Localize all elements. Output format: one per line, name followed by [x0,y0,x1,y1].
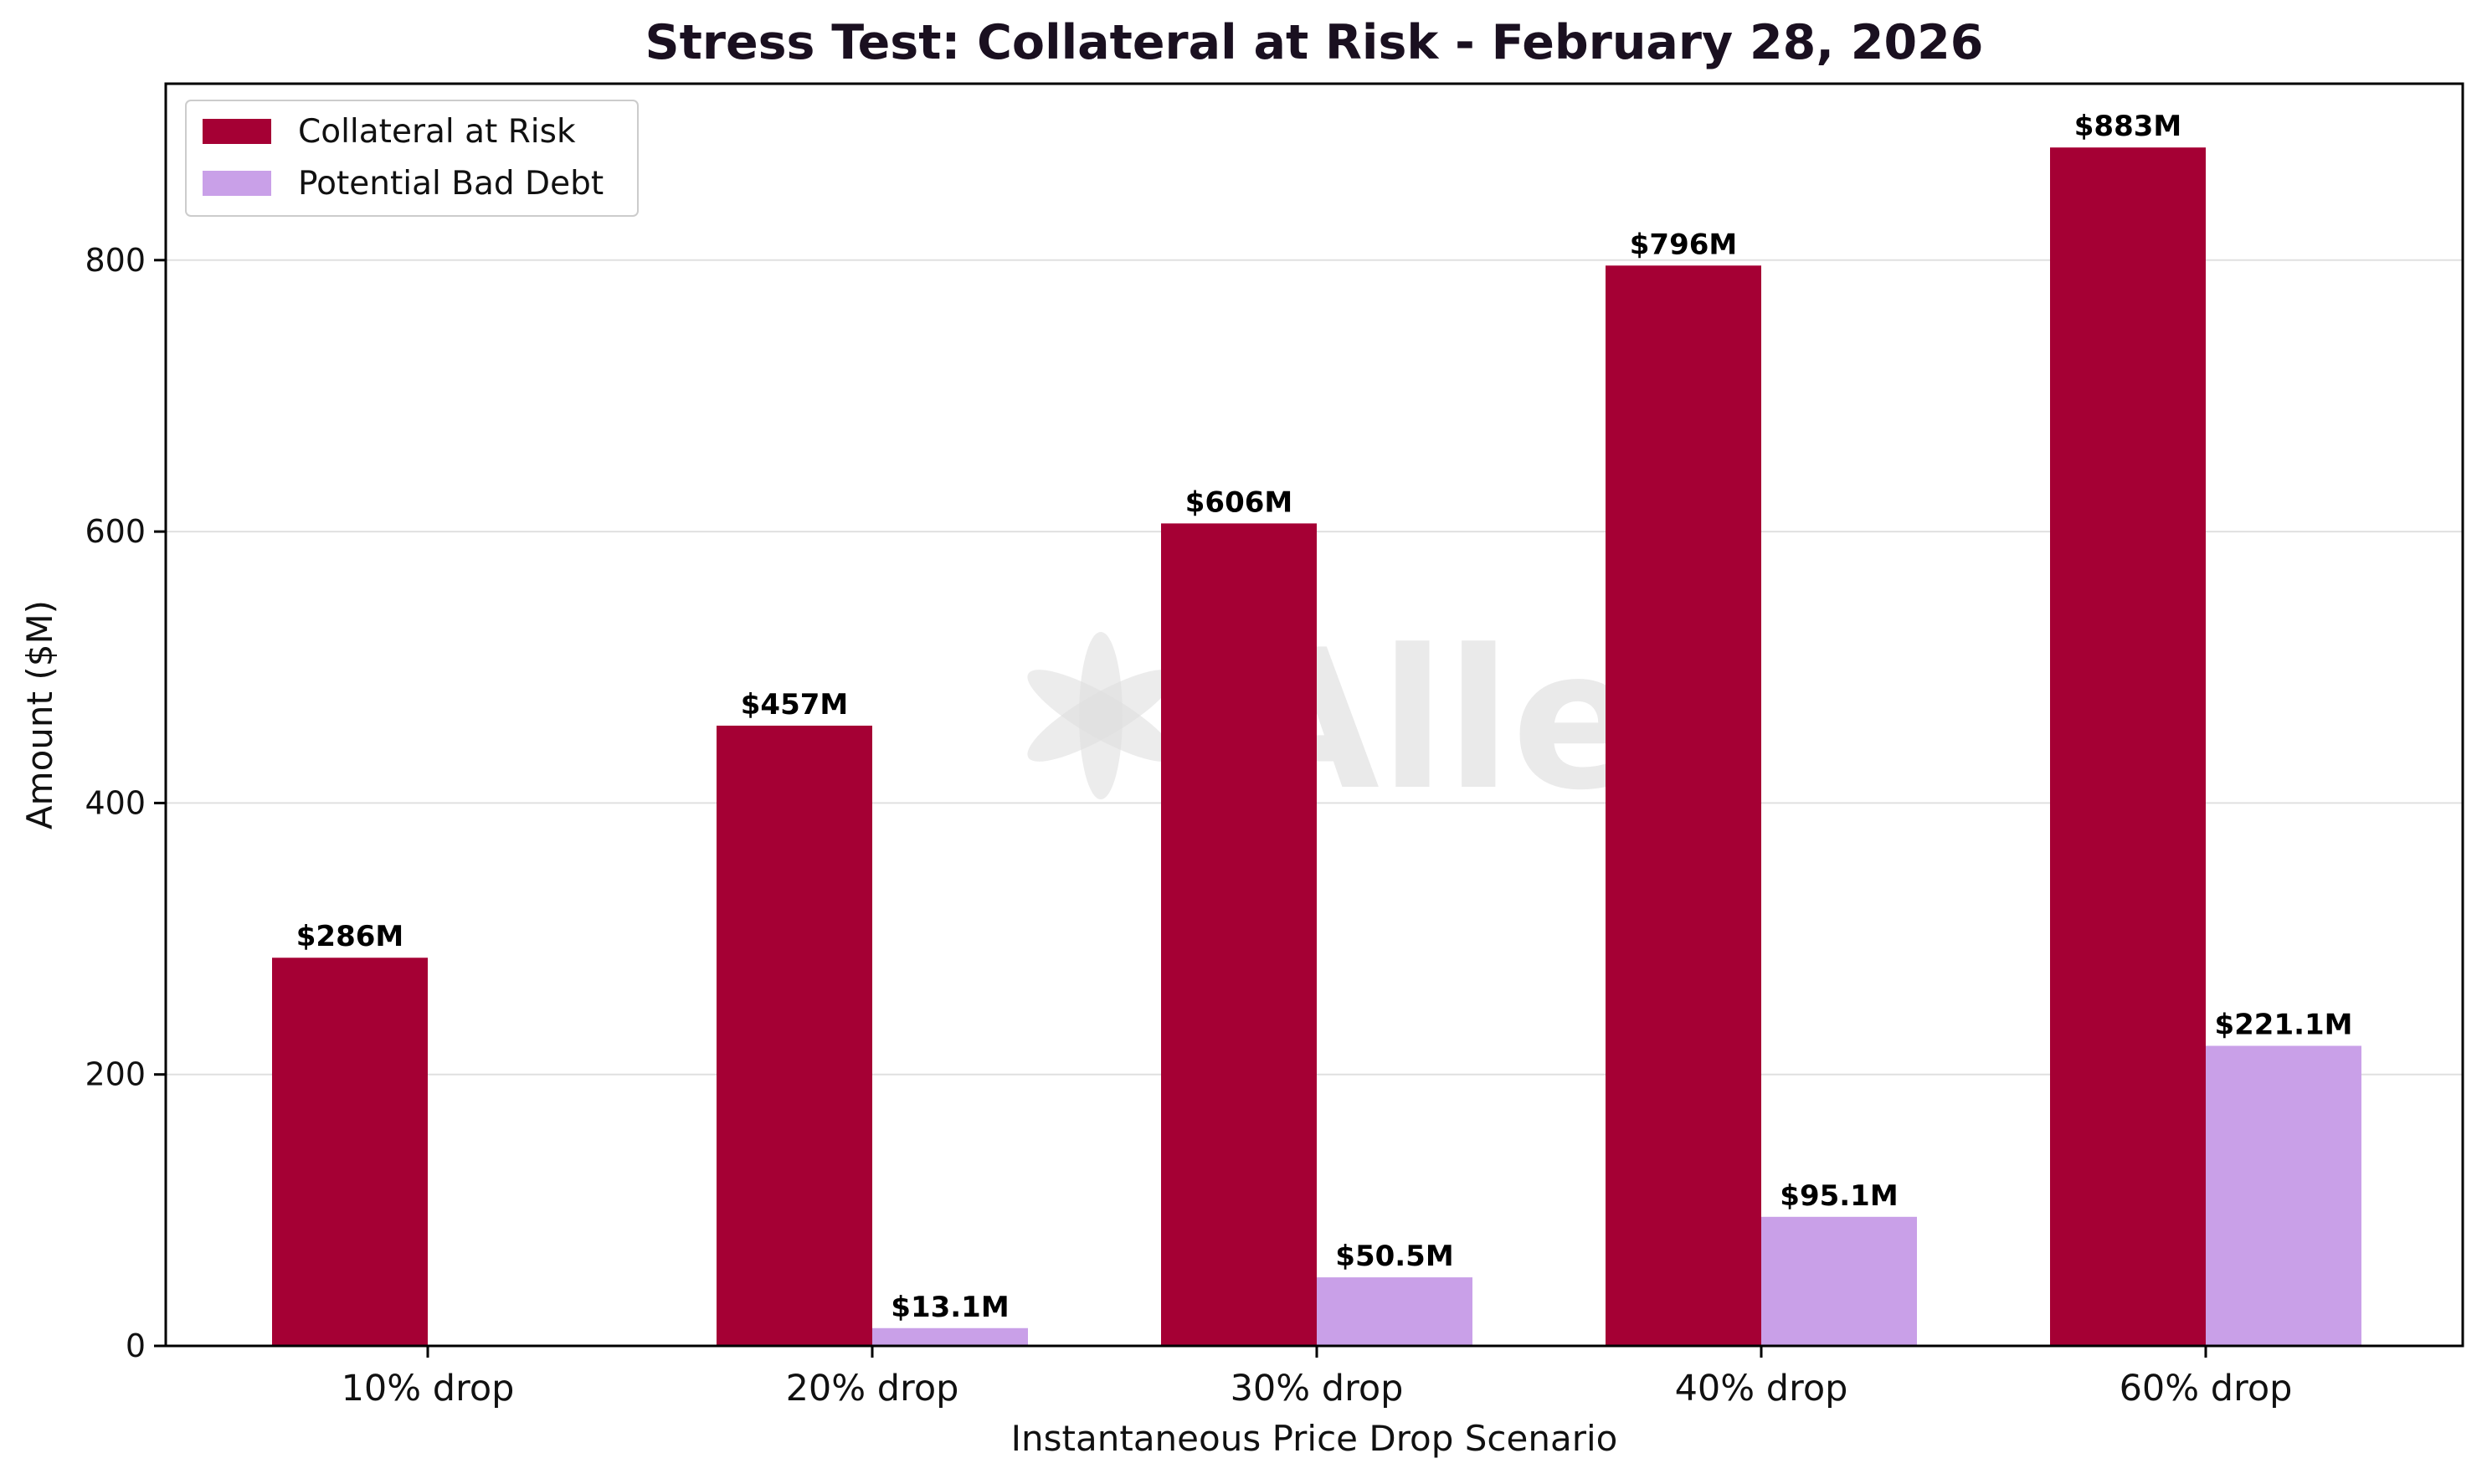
y-tick-label: 600 [85,513,146,550]
legend-box [185,100,639,217]
x-tick-label: 40% drop [1675,1368,1848,1410]
y-tick-label: 800 [85,242,146,279]
bar-value-label: $13.1M [891,1291,1009,1324]
x-axis: 10% drop 20% drop 30% drop 40% drop 60% drop [342,1346,2293,1410]
bars [272,147,2361,1347]
bar-value-label: $606M [1185,485,1292,519]
bar-value-label: $457M [741,688,848,721]
plot-area-frame [164,82,2464,1348]
bar-collateral-at-risk [2050,147,2206,1347]
legend-label: Potential Bad Debt [298,165,604,203]
bar-potential-bad-debt [872,1327,1028,1346]
bar-collateral-at-risk [272,958,428,1346]
legend: Collateral at Risk Potential Bad Debt [185,100,639,217]
legend-label: Collateral at Risk [298,113,576,151]
bar-value-label: $286M [296,920,403,953]
x-axis-title: Instantaneous Price Drop Scenario [1011,1418,1618,1459]
chart-title: Stress Test: Collateral at Risk - Februa… [645,15,1984,70]
sparkle-icon [1027,632,1174,799]
bar-potential-bad-debt [1317,1277,1472,1346]
y-tick-label: 0 [126,1327,146,1364]
bar-value-label: $883M [2074,110,2181,143]
x-tick-label: 60% drop [2120,1368,2293,1410]
y-tick-label: 400 [85,784,146,821]
bar-collateral-at-risk [1606,265,1761,1346]
bar-collateral-at-risk [717,725,872,1346]
y-axis: 0 200 400 600 800 [85,242,166,1364]
bar-value-label: $796M [1630,228,1737,261]
legend-swatch [203,119,271,144]
bar-value-label: $221.1M [2214,1008,2352,1041]
bar-value-label: $95.1M [1780,1179,1898,1213]
x-tick-label: 20% drop [786,1368,959,1410]
bar-potential-bad-debt [1761,1216,1917,1346]
bar-potential-bad-debt [2206,1045,2361,1346]
x-tick-label: 30% drop [1231,1368,1404,1410]
legend-swatch [203,171,271,196]
bar-value-label: $50.5M [1335,1240,1453,1273]
y-tick-label: 200 [85,1056,146,1093]
x-tick-label: 10% drop [342,1368,515,1410]
data-labels: $286M $457M $13.1M $606M $50.5M $796M $95.1M $8… [296,110,2353,1324]
bar-collateral-at-risk [1161,523,1317,1346]
y-axis-title: Amount ($M) [19,600,60,829]
